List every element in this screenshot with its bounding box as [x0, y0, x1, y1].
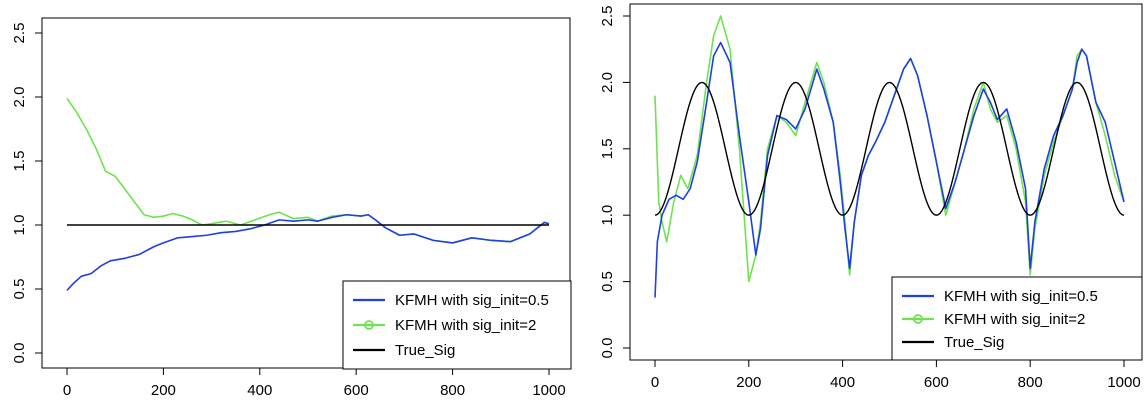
- x-tick-label: 1000: [532, 382, 565, 399]
- legend-label: KFMH with sig_init=0.5: [944, 288, 1098, 305]
- legend-marker: [364, 320, 374, 330]
- y-tick-label: 2.0: [599, 72, 616, 93]
- y-tick-label: 1.5: [599, 138, 616, 159]
- series-line-1: [654, 41, 1125, 298]
- y-tick-label: 0.0: [11, 343, 28, 364]
- y-tick-label: 0.0: [599, 338, 616, 359]
- y-tick-label: 2.0: [11, 87, 28, 108]
- x-tick-label: 800: [1018, 374, 1043, 391]
- legend-marker: [913, 314, 923, 324]
- legend-label: True_Sig: [944, 334, 1004, 351]
- x-tick-label: 200: [151, 382, 176, 399]
- y-tick-label: 1.5: [11, 151, 28, 172]
- legend-label: KFMH with sig_init=2: [395, 317, 536, 334]
- x-tick-label: 200: [736, 374, 761, 391]
- plot-frame: [629, 3, 1143, 361]
- x-tick-label: 0: [63, 382, 71, 399]
- plot-frame: [41, 17, 571, 369]
- x-tick-label: 400: [247, 382, 272, 399]
- x-tick-label: 400: [830, 374, 855, 391]
- y-tick-label: 1.0: [11, 215, 28, 236]
- y-tick-label: 2.5: [11, 23, 28, 44]
- y-tick-label: 1.0: [599, 205, 616, 226]
- chart-panel-1: 0 200 400 600 800 1000 0.0 0.5 1.0 1.5 2.0 2.5 KFMH …: [11, 17, 572, 399]
- legend-label: KFMH with sig_init=2: [944, 311, 1085, 328]
- x-tick-label: 600: [924, 374, 949, 391]
- y-tick-label: 2.5: [599, 6, 616, 27]
- y-tick-label: 0.5: [11, 279, 28, 300]
- legend-label: KFMH with sig_init=0.5: [395, 292, 549, 309]
- x-tick-label: 0: [651, 374, 659, 391]
- legend-label: True_Sig: [395, 342, 455, 359]
- series-line-3: [654, 81, 1125, 216]
- chart-panel-2: 0 200 400 600 800 1000 0.0 0.5 1.0 1.5 2.0 2.5 KFMH …: [599, 3, 1143, 391]
- series-line-2: [66, 97, 550, 244]
- x-tick-label: 800: [440, 382, 465, 399]
- x-tick-label: 600: [344, 382, 369, 399]
- x-tick-label: 1000: [1107, 374, 1140, 391]
- series-line-1: [66, 213, 550, 291]
- y-tick-label: 0.5: [599, 271, 616, 292]
